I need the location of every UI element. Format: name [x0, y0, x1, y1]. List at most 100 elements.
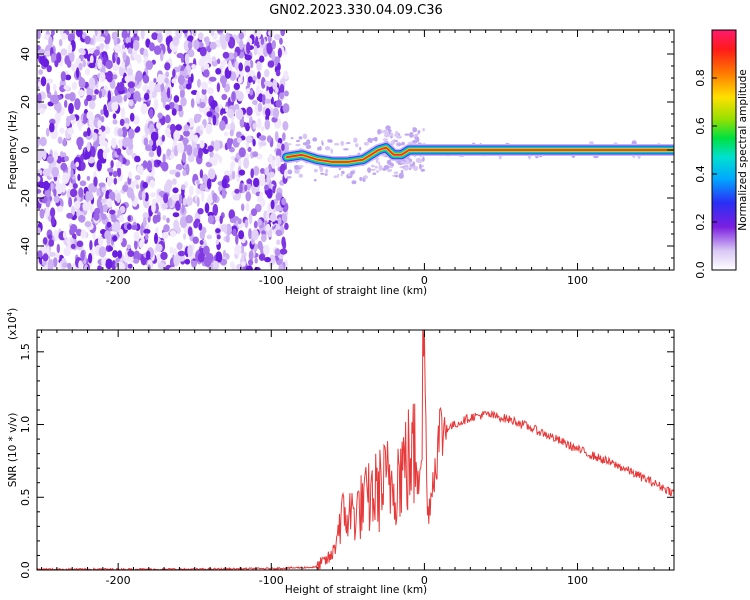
noise-blob [143, 228, 151, 234]
track-halo-speck [420, 168, 425, 172]
noise-blob [270, 199, 275, 210]
noise-blob [66, 115, 71, 124]
noise-blob [42, 149, 47, 160]
track-halo-speck [403, 166, 409, 171]
noise-blob [155, 227, 159, 234]
noise-blob [257, 240, 263, 250]
noise-blob [106, 175, 114, 185]
noise-blob [37, 108, 46, 115]
noise-blob [153, 98, 159, 111]
noise-blob [276, 155, 281, 165]
noise-blob [247, 76, 253, 83]
track-halo-speck [535, 155, 539, 159]
noise-blob [245, 88, 251, 95]
noise-blob [238, 147, 246, 158]
track-halo-speck [422, 156, 425, 162]
noise-blob [204, 202, 210, 214]
noise-blob [171, 194, 180, 201]
figure-title: GN02.2023.330.04.09.C36 [269, 3, 443, 18]
bottom-y-tick-label: 1.0 [19, 416, 32, 434]
noise-blob [255, 36, 259, 46]
noise-blob [113, 177, 118, 185]
noise-blob [101, 256, 106, 267]
noise-blob [176, 242, 183, 251]
noise-blob [88, 252, 93, 264]
noise-blob [270, 212, 277, 222]
noise-blob [180, 97, 187, 107]
noise-blob [200, 81, 208, 90]
noise-blob [98, 90, 102, 99]
noise-blob [80, 161, 85, 171]
noise-blob [38, 81, 42, 88]
track-halo-speck [359, 176, 363, 182]
track-halo-speck [589, 141, 594, 145]
noise-blob [256, 85, 261, 94]
track-halo-speck [382, 138, 388, 141]
track-halo-speck [305, 144, 312, 149]
track-halo-speck [382, 129, 388, 134]
top-y-axis-label: Frequency (Hz) [7, 110, 19, 189]
track-halo-speck [371, 164, 375, 168]
noise-blob [249, 89, 253, 96]
noise-blob [266, 188, 273, 199]
noise-blob [127, 68, 133, 77]
track-halo-speck [367, 167, 372, 174]
noise-blob [234, 188, 240, 194]
track-halo-speck [318, 146, 322, 151]
noise-blob [245, 265, 253, 270]
noise-blob [206, 178, 212, 190]
noise-blob [232, 228, 237, 237]
noise-blob [196, 90, 200, 103]
noise-blob [96, 197, 103, 209]
noise-blob [181, 151, 187, 163]
noise-blob [106, 70, 114, 83]
noise-blob [64, 93, 72, 100]
noise-blob [183, 130, 190, 137]
noise-blob [278, 264, 285, 270]
noise-blob [181, 184, 186, 190]
noise-blob [75, 228, 83, 237]
noise-blob [37, 150, 43, 161]
noise-blob [82, 59, 86, 68]
noise-blob [78, 214, 86, 223]
noise-blob [97, 58, 103, 70]
noise-blob [206, 111, 213, 118]
noise-blob [71, 205, 75, 216]
noise-blob [100, 115, 105, 123]
noise-blob [238, 169, 246, 176]
noise-blob [225, 32, 230, 43]
track-halo-speck [345, 142, 348, 145]
noise-blob [165, 179, 173, 190]
track-halo-speck [404, 133, 410, 136]
noise-blob [281, 197, 287, 206]
noise-blob [260, 234, 267, 242]
track-halo-speck [319, 166, 324, 173]
noise-blob [142, 181, 148, 189]
noise-blob [223, 170, 231, 176]
noise-blob [260, 37, 265, 46]
noise-blob [257, 218, 262, 226]
noise-blob [173, 254, 180, 267]
noise-blob [256, 71, 261, 80]
track-halo-speck [296, 139, 300, 143]
noise-blob [78, 62, 83, 71]
noise-blob [142, 85, 148, 92]
noise-blob [264, 184, 269, 191]
noise-blob [245, 191, 251, 202]
noise-blob [120, 60, 126, 69]
noise-blob [240, 261, 246, 267]
noise-blob [59, 127, 65, 134]
noise-blob [221, 187, 226, 199]
noise-blob [51, 53, 55, 63]
noise-blob [42, 253, 49, 262]
track-halo-speck [334, 142, 340, 146]
noise-blob [280, 30, 286, 37]
track-halo-speck [401, 141, 405, 146]
track-halo-speck [406, 161, 412, 165]
track-halo-speck [377, 129, 381, 135]
track-halo-speck [412, 134, 418, 137]
noise-blob [186, 196, 193, 206]
noise-blob [171, 78, 177, 84]
